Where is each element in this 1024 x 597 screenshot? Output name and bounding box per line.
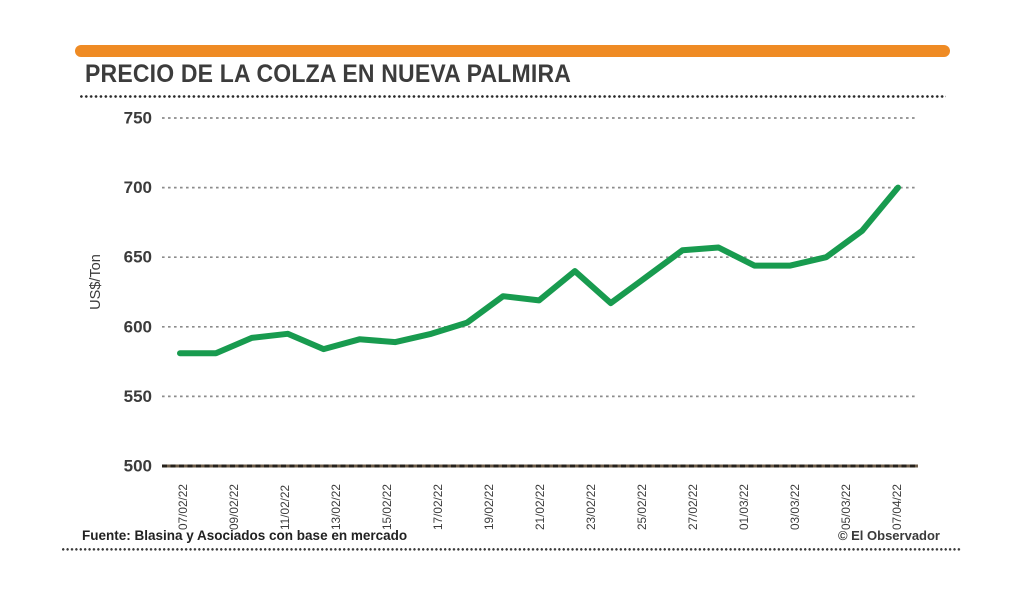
x-tick-label-27-02-22: 27/02/22 xyxy=(686,484,700,530)
x-tick-label-07-04-22: 07/04/22 xyxy=(890,484,904,530)
x-tick-label-21-02-22: 21/02/22 xyxy=(533,484,547,530)
x-tick-label-17-02-22: 17/02/22 xyxy=(431,484,445,530)
x-tick-label-25-02-22: 25/02/22 xyxy=(635,484,649,530)
x-tick-label-03-03-22: 03/03/22 xyxy=(788,484,802,530)
footer-separator xyxy=(62,548,962,551)
y-tick-label-600: 600 xyxy=(124,317,152,336)
x-tick-label-07-02-22: 07/02/22 xyxy=(176,484,190,530)
x-tick-label-01-03-22: 01/03/22 xyxy=(737,484,751,530)
x-tick-label-19-02-22: 19/02/22 xyxy=(482,484,496,530)
y-tick-label-700: 700 xyxy=(124,178,152,197)
publisher-credit: © El Observador xyxy=(837,528,940,543)
x-tick-label-05-03-22: 05/03/22 xyxy=(839,484,853,530)
chart-title: PRECIO DE LA COLZA EN NUEVA PALMIRA xyxy=(85,60,572,88)
footer: Fuente: Blasina y Asociados con base en … xyxy=(82,528,940,543)
y-tick-label-750: 750 xyxy=(124,109,152,128)
y-tick-label-500: 500 xyxy=(124,457,152,476)
y-tick-label-550: 550 xyxy=(124,387,152,406)
price-line xyxy=(177,184,901,357)
x-tick-label-09-02-22: 09/02/22 xyxy=(227,484,241,530)
x-tick-label-13-02-22: 13/02/22 xyxy=(329,484,343,530)
title-separator xyxy=(80,95,946,98)
y-tick-label-650: 650 xyxy=(124,248,152,267)
accent-bar xyxy=(75,45,950,57)
y-axis-title: US$/Ton xyxy=(88,254,104,310)
x-tick-label-11-02-22: 11/02/22 xyxy=(278,485,292,530)
source-note: Fuente: Blasina y Asociados con base en … xyxy=(82,528,408,543)
x-tick-label-15-02-22: 15/02/22 xyxy=(380,484,394,530)
price-line-chart: 750 700 650 600 550 500 US$/Ton 07/02/22 09/02/2… xyxy=(88,109,918,530)
x-tick-label-23-02-22: 23/02/22 xyxy=(584,484,598,530)
